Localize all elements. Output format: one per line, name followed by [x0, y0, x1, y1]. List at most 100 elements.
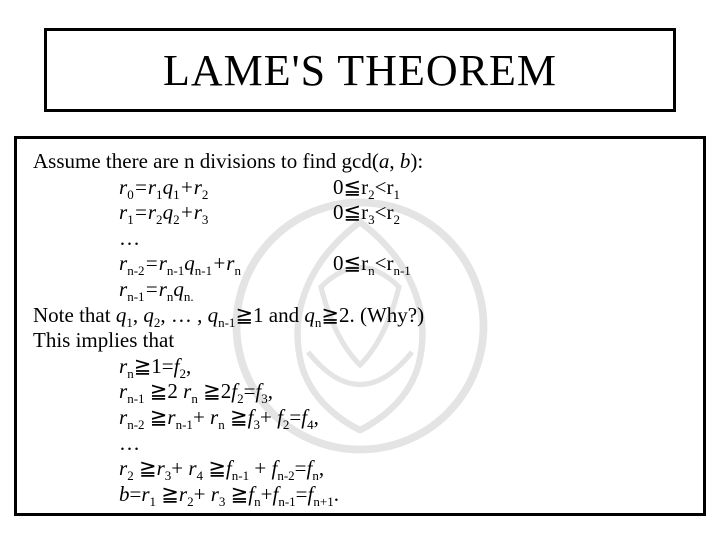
t: r: [119, 175, 127, 199]
t: q: [143, 303, 154, 327]
line-l1: rn≧1=f2,: [33, 354, 687, 380]
t: q: [116, 303, 127, 327]
t: ,: [314, 405, 319, 429]
t: =: [289, 405, 301, 429]
line-eq2: r1=r2q2+r3 0≦r3<r2: [33, 200, 687, 226]
t: q: [173, 277, 184, 301]
t: +r: [180, 200, 202, 224]
t: ):: [410, 149, 423, 173]
t: +: [260, 405, 277, 429]
t: q: [304, 303, 315, 327]
t: ≧2: [145, 379, 184, 403]
t: ≧: [225, 482, 248, 506]
t: <r: [375, 175, 394, 199]
t: +: [193, 405, 210, 429]
title-box: LAME'S THEOREM: [44, 28, 676, 112]
line-l3: rn-2 ≧rn-1+ rn ≧f3+ f2=f4,: [33, 405, 687, 431]
line-l2: rn-1 ≧2 rn ≧2f2=f3,: [33, 379, 687, 405]
t: ≧2: [198, 379, 231, 403]
s: 2: [393, 212, 400, 227]
t: <r: [375, 251, 394, 275]
t: q: [163, 200, 174, 224]
t: ,: [186, 354, 191, 378]
t: 0≦r: [333, 175, 368, 199]
t: .: [334, 482, 339, 506]
content-text: Assume there are n divisions to find gcd…: [33, 149, 687, 508]
t: =r: [134, 175, 156, 199]
s: n-1: [195, 264, 212, 279]
t: ,: [319, 456, 324, 480]
t: r: [210, 405, 218, 429]
t: =: [244, 379, 256, 403]
t: q: [184, 251, 195, 275]
t: q: [163, 175, 174, 199]
s: n: [234, 264, 241, 279]
t: b: [119, 482, 130, 506]
t: =: [296, 482, 308, 506]
t: r: [188, 456, 196, 480]
t: r: [119, 405, 127, 429]
var-b: b: [400, 149, 411, 173]
t: +r: [180, 175, 202, 199]
t: …: [119, 226, 140, 250]
line-ellipsis1: …: [33, 226, 687, 252]
line-eq4: rn-1=rnqn.: [33, 277, 687, 303]
line-implies: This implies that: [33, 328, 687, 354]
t: r: [141, 482, 149, 506]
t: r: [179, 482, 187, 506]
t: ≧: [156, 482, 179, 506]
t: Assume there are n divisions to find gcd…: [33, 149, 379, 173]
s: n-1: [278, 494, 295, 509]
t: <r: [375, 200, 394, 224]
t: +r: [212, 251, 234, 275]
content-box: Assume there are n divisions to find gcd…: [14, 136, 706, 516]
page-title: LAME'S THEOREM: [163, 45, 557, 96]
t: r: [119, 354, 127, 378]
line-eq3: rn-2=rn-1qn-1+rn 0≦rn<rn-1: [33, 251, 687, 277]
s: n-1: [393, 264, 410, 279]
t: r: [119, 200, 127, 224]
t: +: [249, 456, 271, 480]
t: 0≦r: [333, 200, 368, 224]
t: r: [119, 456, 127, 480]
t: ≧: [203, 456, 226, 480]
t: =: [295, 456, 307, 480]
t: ≧1=: [134, 354, 174, 378]
line-l5: r2 ≧r3+ r4 ≧fn-1 + fn-2=fn,: [33, 456, 687, 482]
line-l6: b=r1 ≧r2+ r3 ≧fn+fn-1=fn+1.: [33, 482, 687, 508]
t: , … ,: [160, 303, 207, 327]
line-eq1: r0=r1q1+r2 0≦r2<r1: [33, 175, 687, 201]
t: ,: [389, 149, 400, 173]
t: =: [130, 482, 142, 506]
t: ≧: [145, 405, 168, 429]
t: =r: [134, 200, 156, 224]
s: n-1: [176, 417, 193, 432]
t: ≧: [134, 456, 157, 480]
var-a: a: [379, 149, 390, 173]
t: r: [167, 405, 175, 429]
t: r: [157, 456, 165, 480]
t: r: [119, 379, 127, 403]
t: =r: [145, 251, 167, 275]
t: q: [208, 303, 219, 327]
t: ≧: [225, 405, 248, 429]
line-assume: Assume there are n divisions to find gcd…: [33, 149, 687, 175]
t: +: [194, 482, 211, 506]
t: =r: [145, 277, 167, 301]
t: 0≦r: [333, 251, 368, 275]
t: +: [261, 482, 273, 506]
s: 3: [202, 212, 209, 227]
line-ellipsis2: …: [33, 431, 687, 457]
t: ≧2. (Why?): [321, 303, 424, 327]
s: n+1: [313, 494, 333, 509]
t: +: [171, 456, 188, 480]
t: r: [119, 251, 127, 275]
t: ,: [268, 379, 273, 403]
t: r: [211, 482, 219, 506]
t: …: [119, 431, 140, 455]
t: r: [119, 277, 127, 301]
t: ,: [133, 303, 144, 327]
t: Note that: [33, 303, 116, 327]
line-note: Note that q1, q2, … , qn-1≧1 and qn≧2. (…: [33, 303, 687, 329]
s: n-1: [218, 315, 235, 330]
